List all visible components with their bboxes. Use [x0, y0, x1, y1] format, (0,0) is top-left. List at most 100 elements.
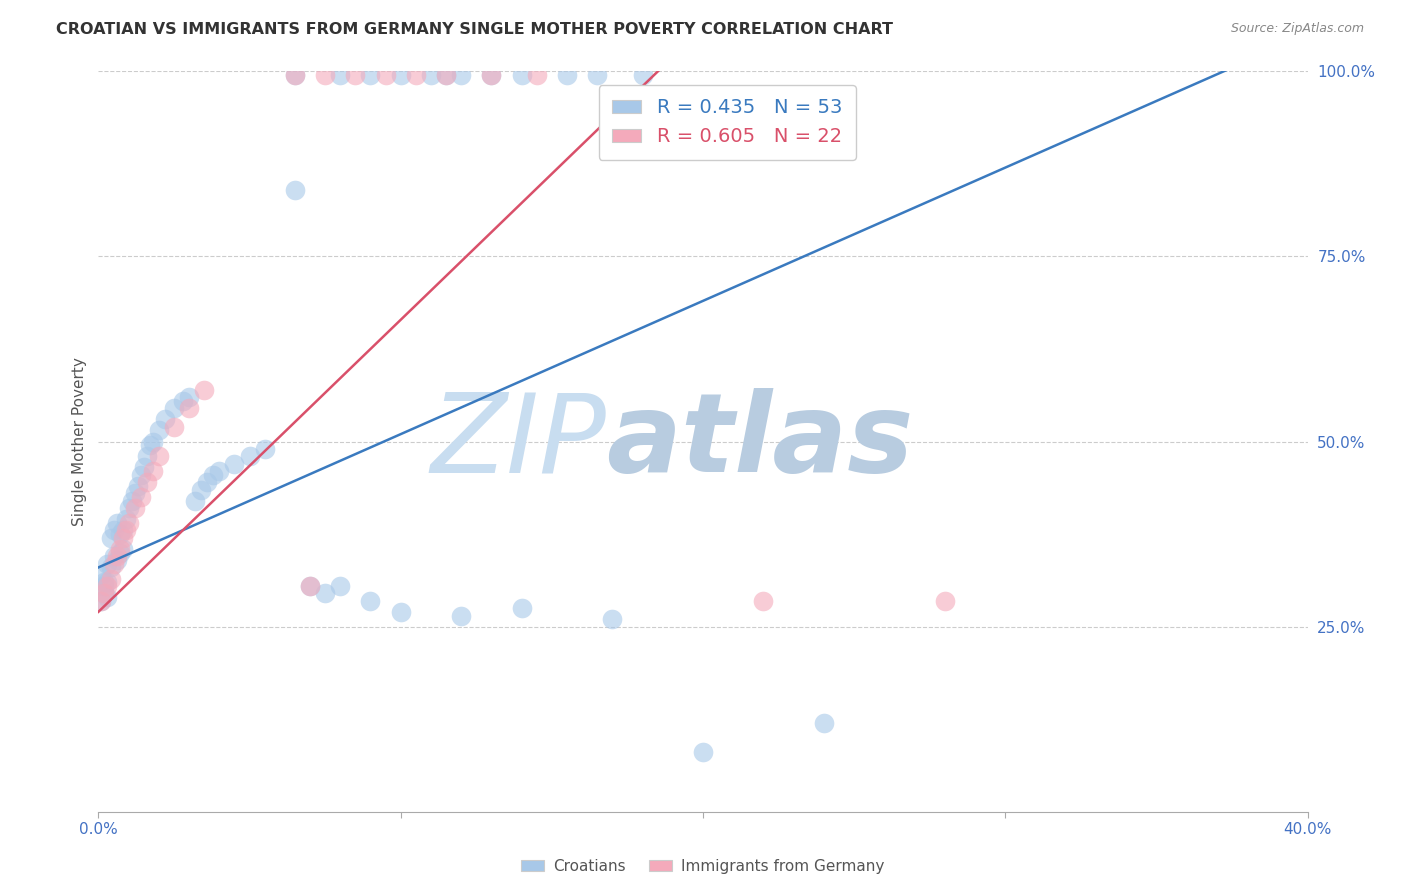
Point: [93, 575, 115, 590]
Point: [96, 590, 118, 604]
Point: [934, 593, 956, 607]
Point: [813, 715, 835, 730]
Point: [190, 483, 212, 497]
Point: [586, 68, 609, 82]
Y-axis label: Single Mother Poverty: Single Mother Poverty: [72, 357, 87, 526]
Point: [752, 593, 775, 607]
Point: [284, 183, 307, 197]
Point: [193, 383, 215, 397]
Point: [100, 560, 122, 574]
Point: [100, 572, 122, 586]
Point: [111, 531, 134, 545]
Point: [163, 401, 186, 416]
Point: [374, 68, 396, 82]
Point: [103, 524, 125, 538]
Point: [96, 575, 118, 590]
Point: [135, 475, 157, 490]
Point: [208, 464, 231, 478]
Point: [148, 424, 170, 438]
Point: [405, 68, 427, 82]
Point: [100, 531, 122, 545]
Point: [420, 68, 443, 82]
Point: [631, 68, 654, 82]
Point: [692, 746, 714, 760]
Point: [105, 549, 128, 564]
Point: [111, 541, 134, 556]
Point: [179, 401, 201, 416]
Point: [184, 493, 207, 508]
Point: [105, 516, 128, 530]
Point: [389, 605, 412, 619]
Point: [360, 593, 382, 607]
Point: [434, 68, 457, 82]
Point: [329, 579, 352, 593]
Point: [124, 486, 146, 500]
Point: [526, 68, 548, 82]
Point: [299, 579, 322, 593]
Point: [344, 68, 367, 82]
Point: [93, 579, 115, 593]
Point: [114, 524, 136, 538]
Point: [129, 490, 152, 504]
Point: [118, 516, 141, 530]
Point: [142, 434, 165, 449]
Point: [111, 524, 134, 538]
Point: [105, 553, 128, 567]
Point: [118, 501, 141, 516]
Point: [450, 608, 472, 623]
Legend: Croatians, Immigrants from Germany: Croatians, Immigrants from Germany: [516, 853, 890, 880]
Text: CROATIAN VS IMMIGRANTS FROM GERMANY SINGLE MOTHER POVERTY CORRELATION CHART: CROATIAN VS IMMIGRANTS FROM GERMANY SING…: [56, 22, 893, 37]
Point: [139, 438, 162, 452]
Point: [239, 450, 262, 464]
Point: [481, 68, 503, 82]
Point: [481, 68, 503, 82]
Point: [90, 593, 112, 607]
Point: [114, 512, 136, 526]
Point: [90, 593, 112, 607]
Point: [555, 68, 578, 82]
Point: [179, 390, 201, 404]
Point: [108, 546, 131, 560]
Point: [142, 464, 165, 478]
Point: [103, 557, 125, 571]
Point: [172, 393, 194, 408]
Text: atlas: atlas: [606, 388, 914, 495]
Point: [314, 586, 336, 600]
Point: [153, 412, 176, 426]
Point: [103, 549, 125, 564]
Text: Source: ZipAtlas.com: Source: ZipAtlas.com: [1230, 22, 1364, 36]
Point: [510, 68, 533, 82]
Point: [163, 419, 186, 434]
Point: [121, 493, 143, 508]
Legend: R = 0.435   N = 53, R = 0.605   N = 22: R = 0.435 N = 53, R = 0.605 N = 22: [599, 85, 856, 160]
Point: [129, 467, 152, 482]
Point: [434, 68, 457, 82]
Point: [132, 460, 155, 475]
Text: ZIP: ZIP: [430, 388, 606, 495]
Point: [148, 450, 170, 464]
Point: [93, 586, 115, 600]
Point: [253, 442, 276, 456]
Point: [510, 601, 533, 615]
Point: [450, 68, 472, 82]
Point: [360, 68, 382, 82]
Point: [314, 68, 336, 82]
Point: [93, 586, 115, 600]
Point: [195, 475, 218, 490]
Point: [96, 557, 118, 571]
Point: [224, 457, 246, 471]
Point: [127, 479, 149, 493]
Point: [329, 68, 352, 82]
Point: [284, 68, 307, 82]
Point: [108, 541, 131, 556]
Point: [135, 450, 157, 464]
Point: [602, 612, 624, 626]
Point: [284, 68, 307, 82]
Point: [108, 527, 131, 541]
Point: [202, 467, 225, 482]
Point: [90, 567, 112, 582]
Point: [96, 579, 118, 593]
Point: [299, 579, 322, 593]
Point: [389, 68, 412, 82]
Point: [124, 501, 146, 516]
